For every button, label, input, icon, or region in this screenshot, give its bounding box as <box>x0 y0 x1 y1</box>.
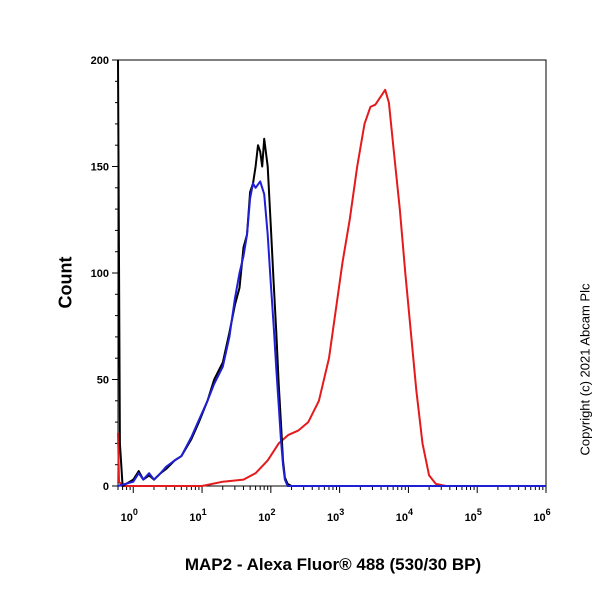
y-tick-label: 0 <box>103 481 109 493</box>
x-tick-base: 10 <box>465 512 477 524</box>
x-tick-label: 101 <box>189 507 206 524</box>
x-tick-label: 103 <box>327 507 344 524</box>
x-tick-label: 105 <box>465 507 482 524</box>
x-tick-label: 106 <box>533 507 550 524</box>
x-tick-base: 10 <box>189 512 201 524</box>
x-tick-exponent: 5 <box>477 507 482 517</box>
y-tick-label: 150 <box>91 162 109 174</box>
x-tick-base: 10 <box>396 512 408 524</box>
series-blue-line <box>117 180 546 487</box>
x-tick-base: 10 <box>258 512 270 524</box>
y-axis: 0 50 100 150 200 <box>91 55 118 493</box>
x-tick-base: 10 <box>121 512 133 524</box>
x-tick-exponent: 1 <box>202 507 207 517</box>
y-tick-label: 100 <box>91 268 109 280</box>
x-tick-label: 104 <box>396 507 413 524</box>
x-tick-exponent: 3 <box>339 507 344 517</box>
x-tick-exponent: 6 <box>546 507 551 517</box>
x-axis-label: MAP2 - Alexa Fluor® 488 (530/30 BP) <box>184 555 482 574</box>
y-tick-label: 50 <box>97 375 109 387</box>
x-tick-label: 102 <box>258 507 275 524</box>
x-tick-label: 100 <box>121 507 138 524</box>
copyright-notice: Copyright (c) 2021 Abcam Plc <box>577 283 593 456</box>
y-axis-label: Count <box>55 256 76 309</box>
x-axis: 100 101 102 103 104 105 106 <box>117 486 551 524</box>
series-group <box>117 59 546 487</box>
x-tick-base: 10 <box>327 512 339 524</box>
x-tick-exponent: 4 <box>408 507 413 517</box>
plot-frame <box>117 59 547 487</box>
x-tick-base: 10 <box>533 512 545 524</box>
x-tick-exponent: 0 <box>133 507 138 517</box>
series-red-line <box>117 88 546 487</box>
x-tick-exponent: 2 <box>270 507 275 517</box>
series-black-line <box>117 59 546 487</box>
y-tick-label: 200 <box>91 55 109 67</box>
